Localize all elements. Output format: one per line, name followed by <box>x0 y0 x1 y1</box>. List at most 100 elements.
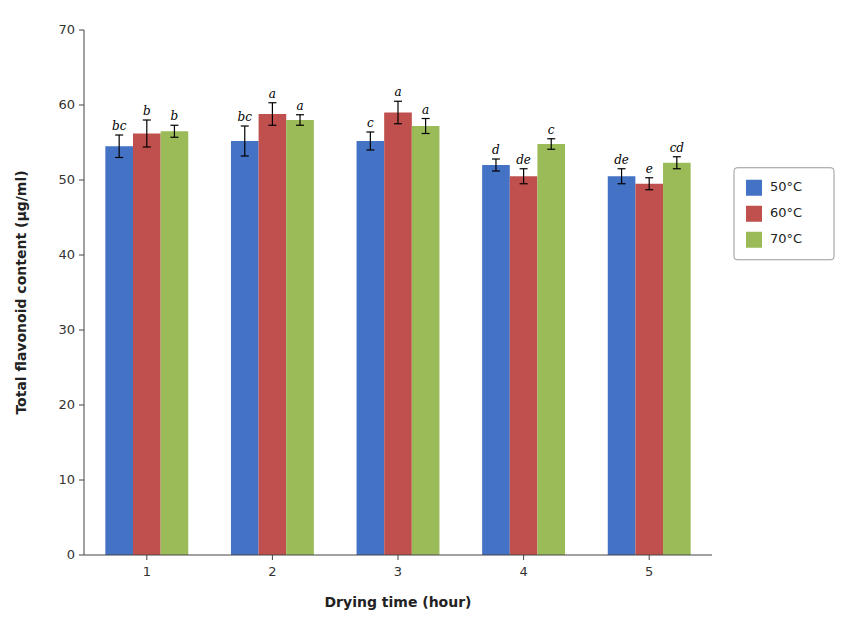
error-bar <box>268 103 276 126</box>
y-tick <box>79 180 84 181</box>
error-cap <box>618 168 626 169</box>
bar <box>663 163 691 555</box>
y-tick-label: 40 <box>58 247 75 262</box>
error-cap <box>673 156 681 157</box>
error-cap <box>394 101 402 102</box>
y-tick-label: 30 <box>58 322 75 337</box>
error-bar <box>366 132 374 150</box>
y-tick-label: 60 <box>58 97 75 112</box>
letter-annotation: de <box>516 153 531 167</box>
x-tick <box>146 555 147 560</box>
letter-annotation: de <box>614 153 629 167</box>
letter-annotation: c <box>548 123 555 137</box>
letter-annotation: a <box>422 103 429 117</box>
y-axis-title: Total flavonoid content (μg/ml) <box>13 170 29 414</box>
error-cap <box>673 168 681 169</box>
x-tick-label: 5 <box>645 564 653 579</box>
error-bar <box>547 139 555 150</box>
error-line <box>397 101 398 124</box>
plot-area <box>105 101 690 555</box>
error-cap <box>115 157 123 158</box>
chart-svg: 010203040506070bcbccddebaadeebaaccd12345… <box>0 0 852 627</box>
error-bar <box>645 178 653 190</box>
error-bar <box>422 119 430 134</box>
error-cap <box>170 137 178 138</box>
legend: 50°C 60°C 70°C <box>734 168 834 260</box>
bar <box>133 134 161 556</box>
bar <box>608 176 636 555</box>
x-axis-title: Drying time (hour) <box>324 594 471 610</box>
error-cap <box>520 183 528 184</box>
y-tick <box>79 330 84 331</box>
error-bar <box>115 135 123 158</box>
letter-annotation: c <box>367 116 374 130</box>
error-line <box>495 159 496 171</box>
legend-label: 50°C <box>770 179 802 194</box>
error-cap <box>143 119 151 120</box>
x-tick-label: 2 <box>268 564 276 579</box>
bar <box>105 146 133 555</box>
error-line <box>621 169 622 184</box>
error-cap <box>296 125 304 126</box>
error-line <box>676 157 677 169</box>
error-cap <box>170 125 178 126</box>
y-tick <box>79 555 84 556</box>
letter-annotation: d <box>492 143 500 157</box>
error-line <box>370 132 371 150</box>
letter-annotation: a <box>296 99 303 113</box>
error-cap <box>422 118 430 119</box>
error-cap <box>645 189 653 190</box>
error-cap <box>366 131 374 132</box>
x-tick <box>649 555 650 560</box>
letter-annotation: e <box>646 162 653 176</box>
error-bar <box>618 169 626 184</box>
y-tick-label: 0 <box>67 547 75 562</box>
legend-swatch <box>746 232 762 248</box>
error-bar <box>394 101 402 124</box>
annotations: bcbccddebaadeebaaccd <box>112 85 684 176</box>
error-bar <box>170 125 178 137</box>
error-line <box>649 178 650 190</box>
x-tick <box>523 555 524 560</box>
y-tick <box>79 480 84 481</box>
error-cap <box>296 114 304 115</box>
x-axis: 12345 <box>143 555 654 579</box>
error-cap <box>115 134 123 135</box>
error-line <box>174 125 175 137</box>
error-line <box>551 139 552 150</box>
error-bar <box>520 169 528 184</box>
letter-annotation: cd <box>670 141 685 155</box>
error-line <box>146 120 147 147</box>
y-tick-label: 70 <box>58 22 75 37</box>
y-tick <box>79 255 84 256</box>
legend-label: 70°C <box>770 231 802 246</box>
error-cap <box>547 149 555 150</box>
error-cap <box>143 146 151 147</box>
x-tick <box>398 555 399 560</box>
y-axis-line <box>84 30 85 555</box>
error-cap <box>618 183 626 184</box>
x-tick-label: 3 <box>394 564 402 579</box>
y-axis: 0 10 20 30 40 50 60 70 <box>58 22 84 562</box>
error-cap <box>366 149 374 150</box>
y-tick-label: 10 <box>58 472 75 487</box>
y-tick <box>79 405 84 406</box>
error-line <box>119 135 120 158</box>
series <box>105 126 635 555</box>
error-bar <box>296 115 304 126</box>
letter-annotation: b <box>143 104 151 118</box>
letter-annotation: bc <box>238 110 253 124</box>
y-tick-label: 20 <box>58 397 75 412</box>
error-cap <box>645 177 653 178</box>
error-cap <box>520 168 528 169</box>
y-tick-label: 50 <box>58 172 75 187</box>
bar <box>259 114 287 555</box>
bar <box>286 120 314 555</box>
y-tick <box>79 30 84 31</box>
error-bar <box>673 157 681 169</box>
bar <box>412 126 440 555</box>
legend-label: 60°C <box>770 205 802 220</box>
error-cap <box>492 170 500 171</box>
error-line <box>299 115 300 126</box>
y-tick <box>79 105 84 106</box>
